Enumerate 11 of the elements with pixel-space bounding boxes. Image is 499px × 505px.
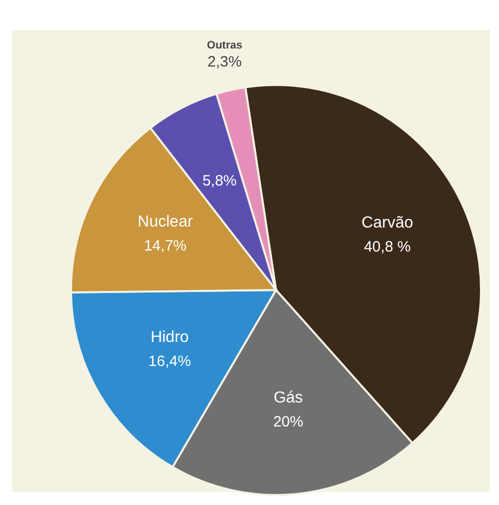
slice-label: Nuclear	[138, 213, 194, 230]
slice-label: Gás	[274, 389, 303, 406]
data-label: 14,7%	[144, 237, 187, 254]
data-label: 2,3%	[208, 54, 242, 71]
slice-label: Outras	[206, 40, 242, 52]
slice-label: Carvão	[362, 214, 414, 232]
data-label: 20%	[273, 413, 304, 430]
data-label: 5,8%	[202, 172, 237, 190]
data-label: 16,4%	[148, 352, 191, 370]
data-label: 40,8 %	[364, 238, 411, 256]
slice-label: Hidro	[150, 328, 189, 346]
